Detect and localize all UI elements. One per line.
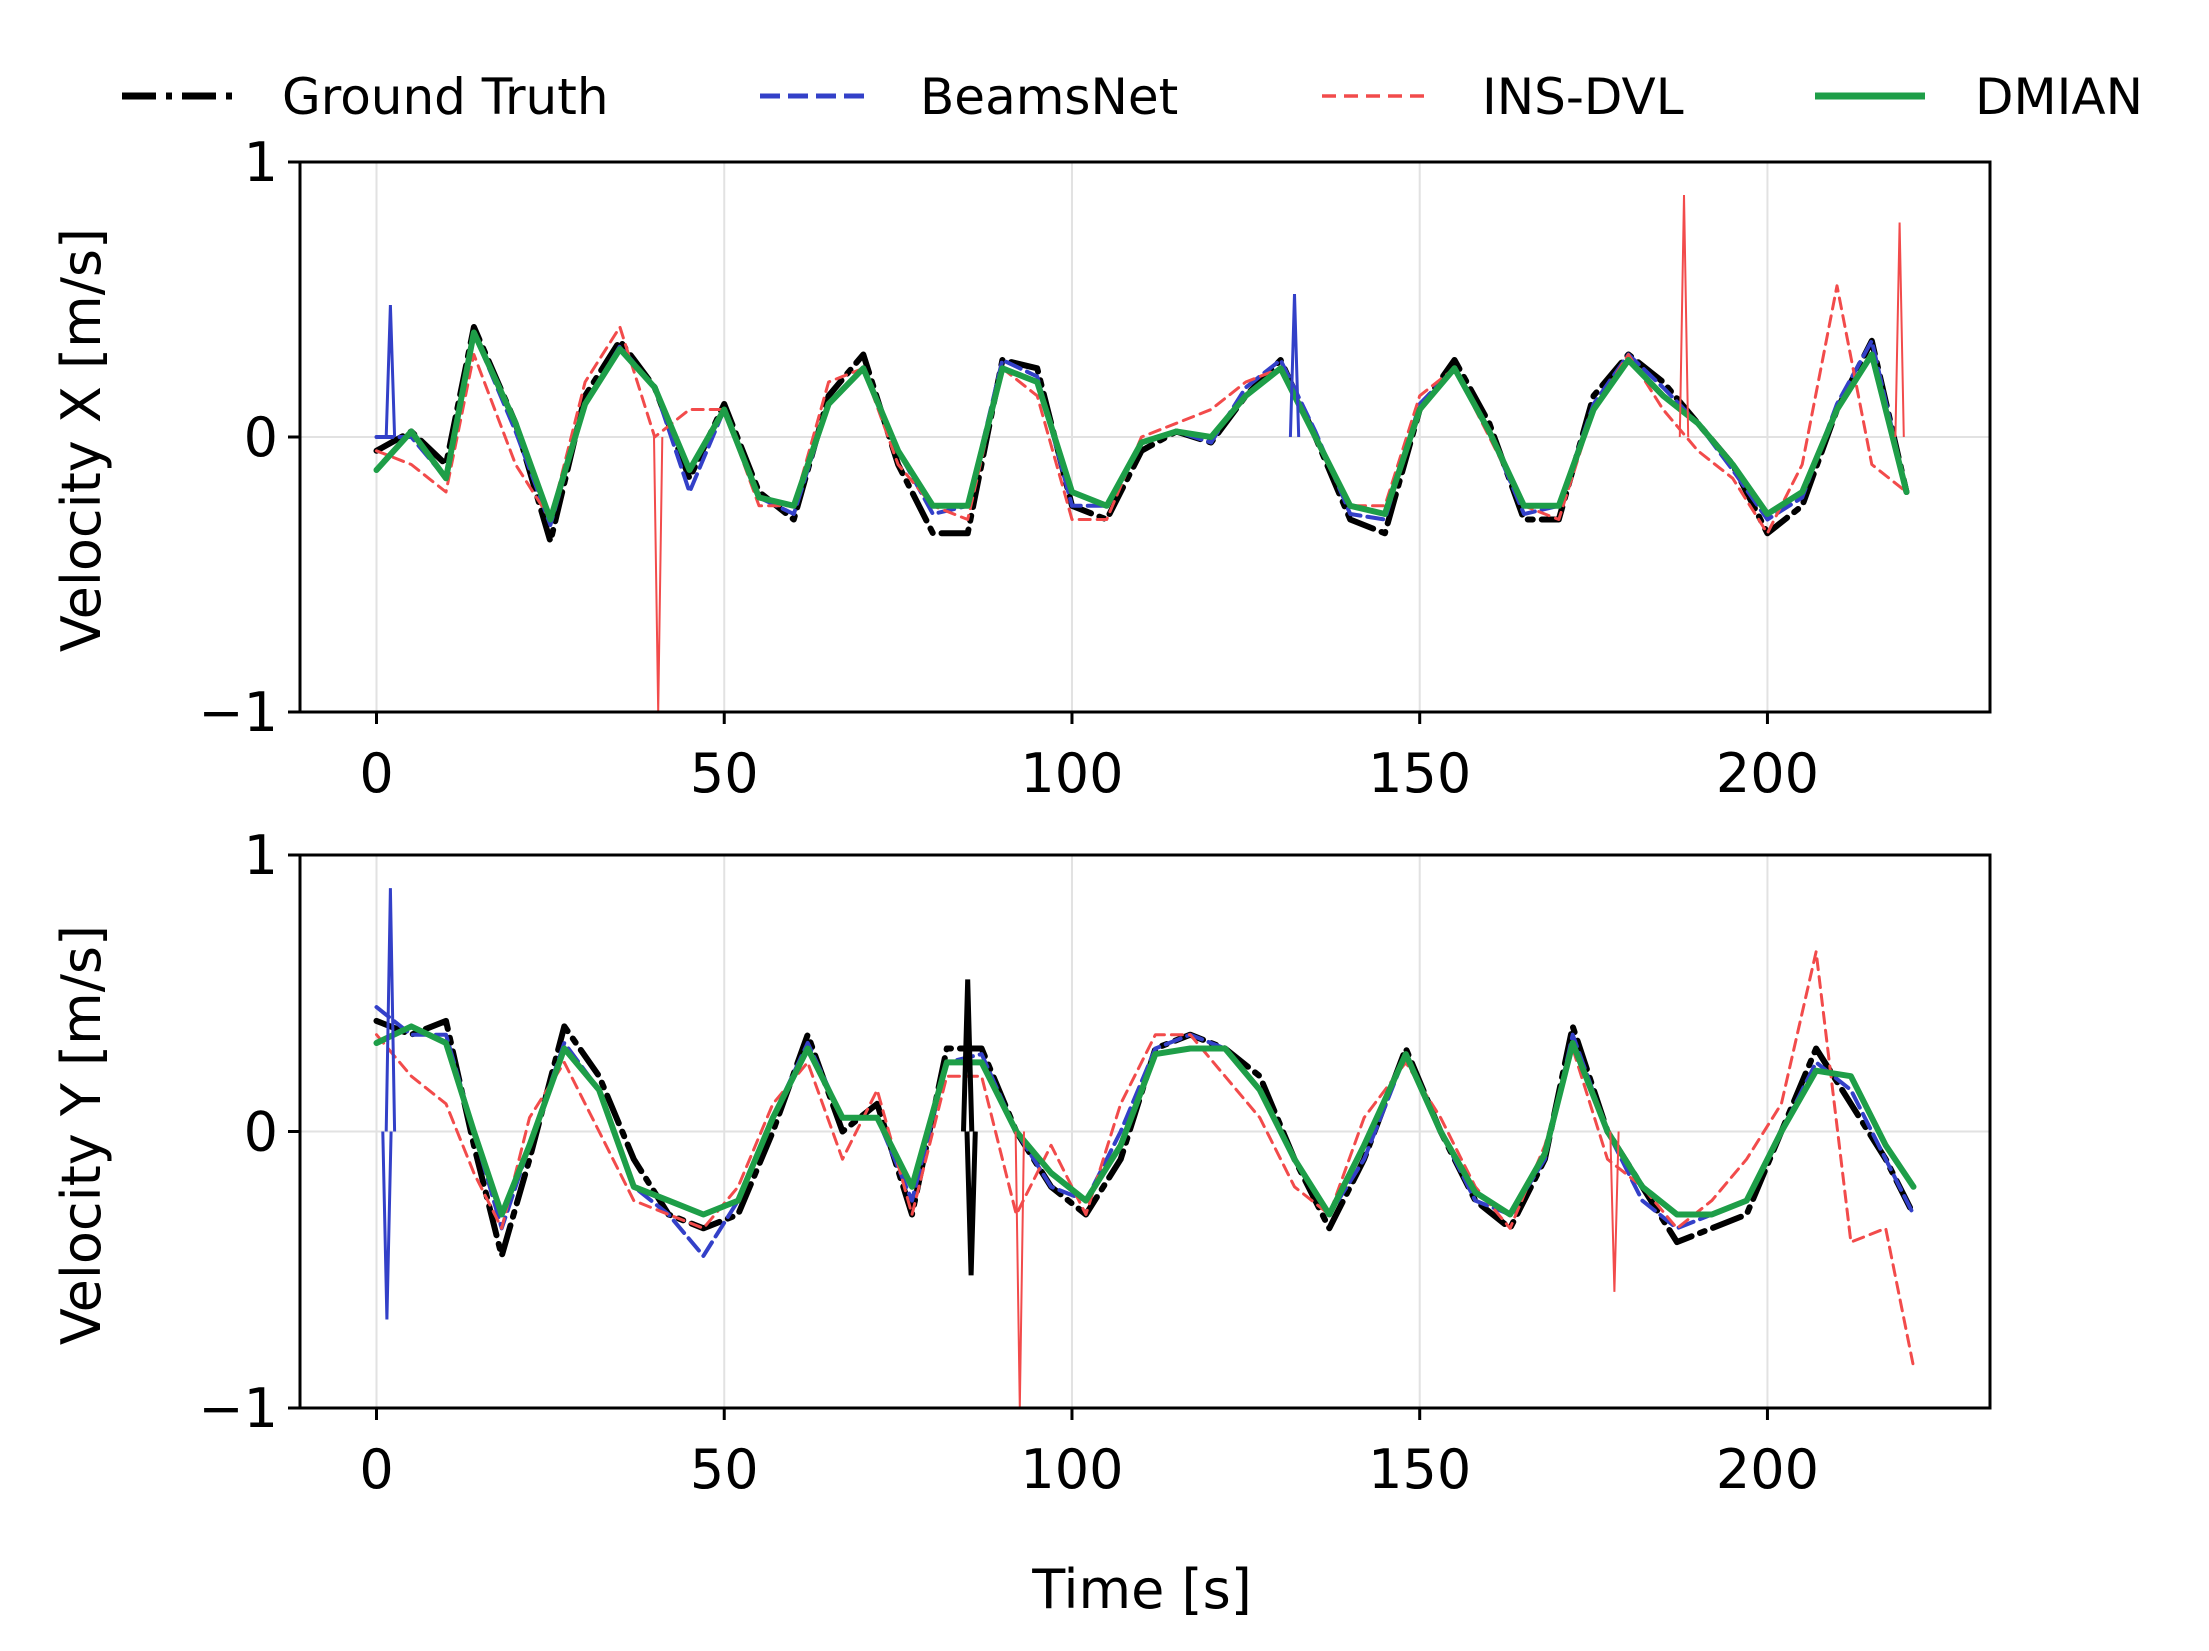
series-spike [384, 304, 397, 438]
x-tick-label: 0 [359, 742, 393, 805]
velocity-y-panel: Velocity Y [m/s] Time [s] 0 50 100 150 200 −1… [50, 824, 1992, 1621]
series-spike [964, 1131, 978, 1276]
series-line-ground-truth [373, 324, 1910, 545]
x-tick-label: 100 [1020, 742, 1123, 805]
legend-label: INS-DVL [1482, 68, 1684, 126]
x-tick-label: 0 [359, 1438, 393, 1501]
series-spike [1014, 1131, 1025, 1408]
legend: Ground Truth BeamsNet INS-DVL DMIAN [122, 68, 2143, 126]
y-tick-label: 1 [244, 131, 278, 194]
legend-item-ground-truth: Ground Truth [122, 68, 609, 126]
series-spike [381, 1131, 393, 1320]
series-spike [1609, 1131, 1620, 1292]
y-tick-label: 0 [244, 1101, 278, 1164]
x-tick-label: 50 [690, 1438, 759, 1501]
x-tick-label: 50 [690, 742, 759, 805]
y-tick-label: −1 [198, 681, 278, 744]
y-axis-label: Velocity Y [m/s] [50, 925, 113, 1345]
legend-label: Ground Truth [282, 68, 609, 126]
x-tick-label: 150 [1368, 1438, 1471, 1501]
velocity-x-panel: Velocity X [m/s] 0 50 100 150 200 −1 0 1 [50, 131, 1992, 805]
y-tick-label: 0 [244, 406, 278, 469]
x-tick-label: 200 [1716, 742, 1819, 805]
series-spike [1288, 293, 1301, 438]
x-axis-label: Time [s] [1031, 1558, 1252, 1621]
series-line-dmian [373, 1023, 1917, 1218]
legend-item-dmian: DMIAN [1815, 68, 2143, 126]
legend-label: BeamsNet [920, 68, 1178, 126]
legend-item-ins-dvl: INS-DVL [1322, 68, 1684, 126]
x-tick-label: 200 [1716, 1438, 1819, 1501]
y-tick-label: 1 [244, 824, 278, 887]
y-axis-label: Velocity X [m/s] [50, 228, 113, 652]
x-tick-label: 100 [1020, 1438, 1123, 1501]
x-tick-label: 150 [1368, 742, 1471, 805]
legend-label: DMIAN [1975, 68, 2143, 126]
series-spike [1678, 194, 1690, 438]
series-line-ins-dvl [375, 950, 1915, 1368]
series-spike [653, 436, 664, 712]
series-spike [1894, 222, 1905, 438]
series-line-dmian [373, 329, 1910, 523]
y-tick-label: −1 [198, 1377, 278, 1440]
legend-item-beamsnet: BeamsNet [760, 68, 1178, 126]
series-spike [961, 979, 975, 1132]
series-spike [384, 888, 397, 1132]
